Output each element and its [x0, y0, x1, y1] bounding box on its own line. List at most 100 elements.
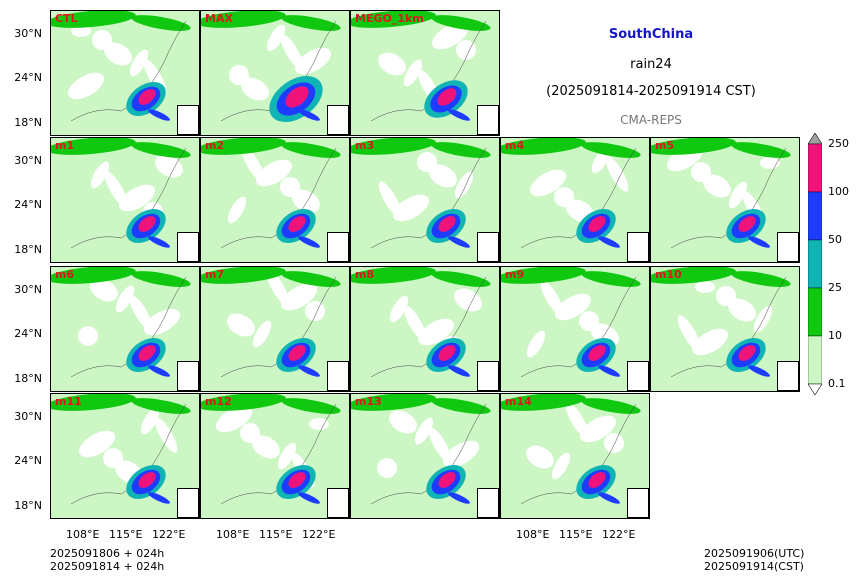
- rain-moderate-band: [281, 271, 341, 287]
- rain-moderate-band: [131, 142, 191, 158]
- dry-area: [579, 311, 599, 331]
- dry-area: [227, 313, 255, 337]
- dry-area: [104, 42, 132, 66]
- rain-extreme-area: [285, 86, 309, 108]
- dry-area: [454, 171, 474, 199]
- dry-area: [240, 423, 260, 443]
- dry-area: [753, 305, 773, 333]
- precip-map: [51, 394, 199, 518]
- dry-area: [266, 270, 290, 306]
- panel-m10: m10: [650, 266, 800, 392]
- dry-area: [309, 418, 329, 430]
- dry-area: [378, 181, 402, 217]
- rain-moderate-band: [131, 398, 191, 414]
- panel-m11: m11: [50, 393, 200, 519]
- rain-band: [148, 109, 170, 121]
- precip-map: [51, 11, 199, 135]
- rain-moderate-band: [581, 398, 641, 414]
- precip-map: [51, 267, 199, 391]
- rain-moderate-band: [51, 267, 136, 284]
- rain-extreme-area: [738, 345, 756, 361]
- colorbar-extend-min: [808, 383, 822, 395]
- rain-moderate-band: [351, 394, 436, 411]
- precip-map: [651, 138, 799, 262]
- rain-moderate-band: [581, 142, 641, 158]
- panel-label: MEGO_1km: [355, 12, 424, 25]
- valid-time-utc: 2025091906(UTC): [704, 547, 805, 560]
- panel-m13: m13: [350, 393, 500, 519]
- rain-moderate-band: [201, 11, 286, 28]
- rain-moderate-band: [131, 271, 191, 287]
- precip-map: [201, 267, 349, 391]
- period-label: (2025091814-2025091914 CST): [546, 84, 756, 99]
- dry-area: [728, 181, 748, 209]
- precip-map: [351, 267, 499, 391]
- colorbar-bin: [808, 287, 822, 337]
- x-tick-label: 115°E: [259, 528, 293, 541]
- colorbar: [808, 133, 822, 395]
- south-china-sea-inset: [177, 361, 199, 391]
- y-tick-label: 24°N: [14, 71, 42, 84]
- dry-area: [526, 330, 546, 358]
- dry-area: [377, 458, 397, 478]
- panel-label: CTL: [55, 12, 78, 25]
- dry-area: [392, 194, 430, 222]
- panel-label: m10: [655, 268, 682, 281]
- rain-moderate-band: [351, 11, 436, 28]
- panel-m8: m8: [350, 266, 500, 392]
- panel-label: m14: [505, 395, 532, 408]
- dry-area: [252, 320, 272, 348]
- dry-area: [252, 435, 280, 459]
- rain-moderate-band: [431, 398, 491, 414]
- south-china-sea-inset: [327, 488, 349, 518]
- dry-area: [565, 402, 589, 438]
- rain-moderate-band: [51, 11, 136, 28]
- dry-area: [67, 72, 105, 100]
- rain-band: [298, 492, 320, 504]
- rain-light-area: [51, 394, 199, 518]
- dry-area: [90, 161, 110, 189]
- rain-band: [148, 492, 170, 504]
- dry-area: [129, 49, 149, 77]
- dry-area: [78, 430, 116, 458]
- panel-m2: m2: [200, 137, 350, 263]
- dry-area: [71, 25, 91, 37]
- rain-extreme-area: [138, 345, 156, 361]
- rain-band: [748, 236, 770, 248]
- rain-extreme-area: [438, 345, 456, 361]
- south-china-sea-inset: [177, 488, 199, 518]
- rain-moderate-band: [201, 267, 286, 284]
- colorbar-level-label: 100: [828, 185, 849, 198]
- dry-area: [215, 405, 253, 433]
- rain-band: [448, 492, 470, 504]
- rain-extreme-area: [438, 472, 456, 488]
- dry-area: [140, 407, 160, 435]
- dry-area: [280, 34, 304, 70]
- dry-area: [456, 40, 476, 60]
- rain-moderate-band: [731, 271, 791, 287]
- x-tick-label: 108°E: [66, 528, 100, 541]
- dry-area: [529, 169, 567, 197]
- rain-extreme-area: [438, 216, 456, 232]
- dry-area: [227, 196, 247, 224]
- y-tick-label: 18°N: [14, 499, 42, 512]
- y-tick-label: 18°N: [14, 243, 42, 256]
- panel-label: m12: [205, 395, 232, 408]
- dry-area: [280, 283, 318, 311]
- y-tick-label: 30°N: [14, 27, 42, 40]
- rain-extreme-area: [738, 216, 756, 232]
- rain-light-area: [501, 267, 649, 391]
- panel-label: m13: [355, 395, 382, 408]
- rain-moderate-band: [501, 138, 586, 155]
- rain-band: [598, 365, 620, 377]
- rain-moderate-band: [201, 394, 286, 411]
- dry-area: [431, 22, 469, 50]
- dry-area: [579, 415, 617, 443]
- dry-area: [90, 278, 118, 302]
- dry-area: [266, 24, 286, 52]
- precip-map: [501, 394, 649, 518]
- panel-m14: m14: [500, 393, 650, 519]
- panel-ctl: CTL: [50, 10, 200, 136]
- panel-m6: m6: [50, 266, 200, 392]
- precip-map: [351, 394, 499, 518]
